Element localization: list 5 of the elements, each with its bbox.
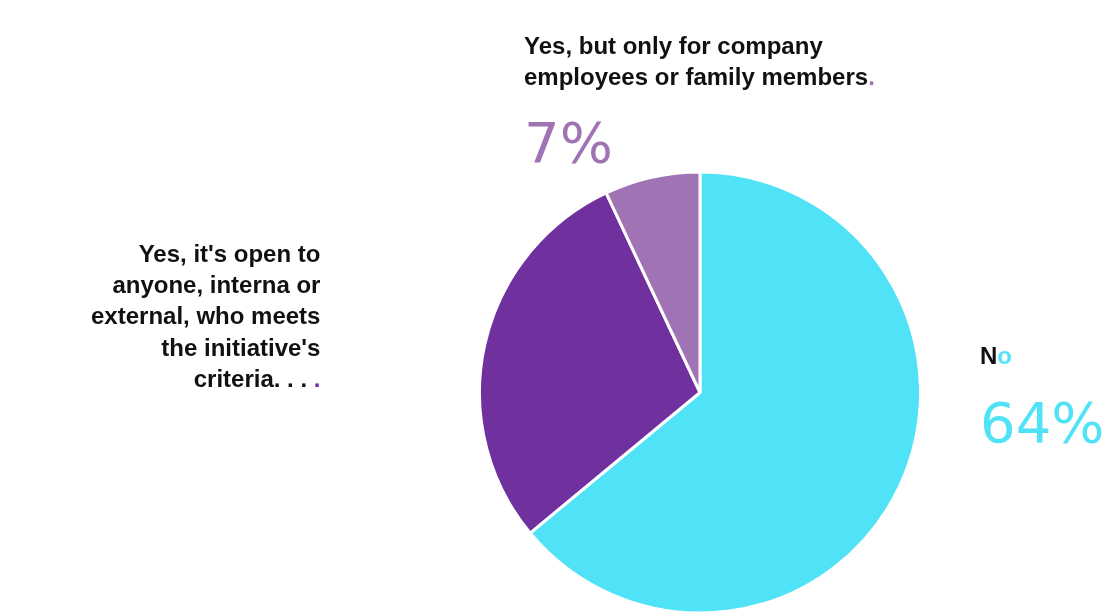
data-label: 64% [980,390,1104,455]
slice-label: No [980,342,1013,369]
slice-label: Yes, but only for company employees or family members. [524,32,875,91]
slice-label: Yes, it's open to anyone, interna or external, who meets the initiative's criteria. . . . [91,240,321,392]
data-label: 7% [524,110,613,175]
